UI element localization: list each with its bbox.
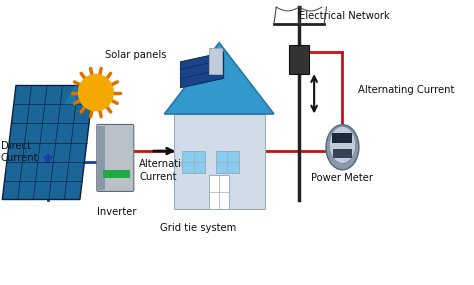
Polygon shape [181,52,224,88]
Polygon shape [164,43,274,114]
Polygon shape [64,86,93,105]
Bar [182,150,205,173]
Bar [98,126,105,190]
Polygon shape [173,114,265,209]
Text: Electrical Network: Electrical Network [300,11,390,21]
Bar [333,149,352,158]
Circle shape [79,75,113,111]
Bar [289,45,309,74]
Bar [209,48,222,74]
Ellipse shape [329,126,356,163]
Polygon shape [2,86,93,200]
Text: Alternating
Current: Alternating Current [139,159,195,182]
Text: Direct
Current: Direct Current [1,141,38,163]
Text: Grid tie system: Grid tie system [160,223,236,233]
Bar [103,170,130,178]
Bar [216,150,239,173]
Text: Alternating Current: Alternating Current [358,85,455,95]
Ellipse shape [326,125,359,170]
Text: Inverter: Inverter [97,207,136,217]
Bar [209,175,229,209]
Text: Power Meter: Power Meter [311,173,374,183]
Text: Solar panels: Solar panels [105,50,166,60]
Bar [332,133,353,143]
FancyBboxPatch shape [97,125,134,192]
